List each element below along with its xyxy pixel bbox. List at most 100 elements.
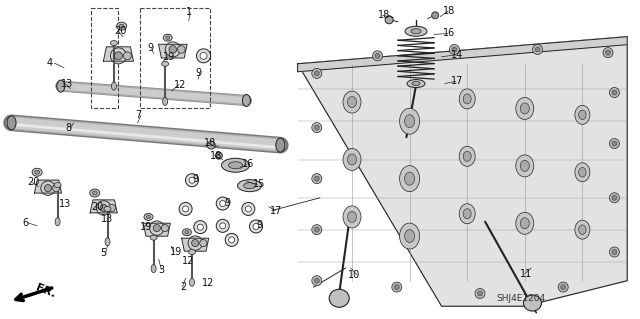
Ellipse shape [220,223,226,229]
Ellipse shape [151,264,156,273]
Ellipse shape [32,168,42,176]
Circle shape [100,204,108,211]
Ellipse shape [520,218,529,229]
Circle shape [532,44,543,55]
Text: 8: 8 [65,123,72,133]
Text: 18: 18 [210,151,222,161]
Ellipse shape [111,41,117,46]
Circle shape [312,174,322,184]
Circle shape [115,52,122,60]
Polygon shape [35,180,61,193]
Ellipse shape [220,201,226,206]
Ellipse shape [343,91,361,113]
Ellipse shape [194,221,207,234]
Circle shape [200,240,207,247]
Circle shape [535,47,540,52]
Ellipse shape [411,29,421,34]
Text: 16: 16 [443,28,455,39]
Circle shape [385,16,393,24]
Ellipse shape [463,209,471,219]
Circle shape [558,282,568,292]
Text: 7: 7 [136,110,142,121]
Ellipse shape [225,234,238,246]
Text: 12: 12 [182,256,195,266]
Ellipse shape [189,278,195,286]
Text: 20: 20 [91,202,103,212]
Ellipse shape [460,146,476,166]
Ellipse shape [405,26,427,36]
Ellipse shape [463,151,471,161]
Ellipse shape [147,215,150,219]
Ellipse shape [516,212,534,234]
Text: 14: 14 [451,50,463,60]
Ellipse shape [399,166,420,192]
Ellipse shape [243,94,250,107]
Text: 12: 12 [174,79,186,90]
Polygon shape [90,200,117,213]
Circle shape [392,282,402,292]
Text: 5: 5 [100,248,107,258]
Text: 20: 20 [27,177,39,188]
Ellipse shape [399,108,420,134]
Circle shape [108,204,115,211]
Ellipse shape [57,80,65,92]
Text: 13: 13 [101,214,113,225]
Ellipse shape [185,231,189,234]
Ellipse shape [119,24,124,28]
Ellipse shape [579,110,586,120]
Text: 13: 13 [59,198,71,209]
Ellipse shape [216,197,229,210]
Ellipse shape [329,289,349,307]
Ellipse shape [460,204,476,224]
Ellipse shape [404,230,415,242]
Ellipse shape [404,115,415,128]
Text: 19: 19 [170,247,182,257]
Polygon shape [143,223,170,236]
Ellipse shape [245,206,252,212]
Ellipse shape [166,36,170,39]
Ellipse shape [244,183,255,189]
Ellipse shape [189,249,195,255]
Ellipse shape [111,82,116,90]
Ellipse shape [162,61,168,66]
Circle shape [561,285,566,290]
Ellipse shape [200,52,207,59]
Circle shape [612,195,617,200]
Circle shape [312,122,322,133]
Ellipse shape [196,49,211,63]
Circle shape [449,44,460,55]
Ellipse shape [7,116,16,130]
Polygon shape [298,37,627,72]
Circle shape [216,152,222,159]
Circle shape [124,52,131,60]
Circle shape [609,193,620,203]
Circle shape [475,288,485,299]
Bar [140,8,210,108]
Ellipse shape [197,224,204,230]
Ellipse shape [463,94,471,104]
Text: 3: 3 [159,264,165,275]
Ellipse shape [520,103,529,114]
Circle shape [161,225,168,232]
Ellipse shape [179,203,192,215]
Circle shape [603,48,613,58]
Circle shape [477,291,483,296]
Ellipse shape [55,218,60,226]
Ellipse shape [253,224,259,229]
Circle shape [207,141,215,149]
Bar [91,8,118,108]
Ellipse shape [182,229,191,236]
Circle shape [169,46,177,53]
Text: 10: 10 [348,270,360,280]
Circle shape [314,71,319,76]
Circle shape [314,125,319,130]
Circle shape [150,221,164,235]
Text: 16: 16 [242,159,254,169]
Text: 19: 19 [140,222,152,232]
Ellipse shape [412,82,420,85]
Ellipse shape [343,206,361,228]
Ellipse shape [524,295,541,311]
Circle shape [612,141,617,146]
Circle shape [312,225,322,235]
Text: 17: 17 [451,76,463,86]
